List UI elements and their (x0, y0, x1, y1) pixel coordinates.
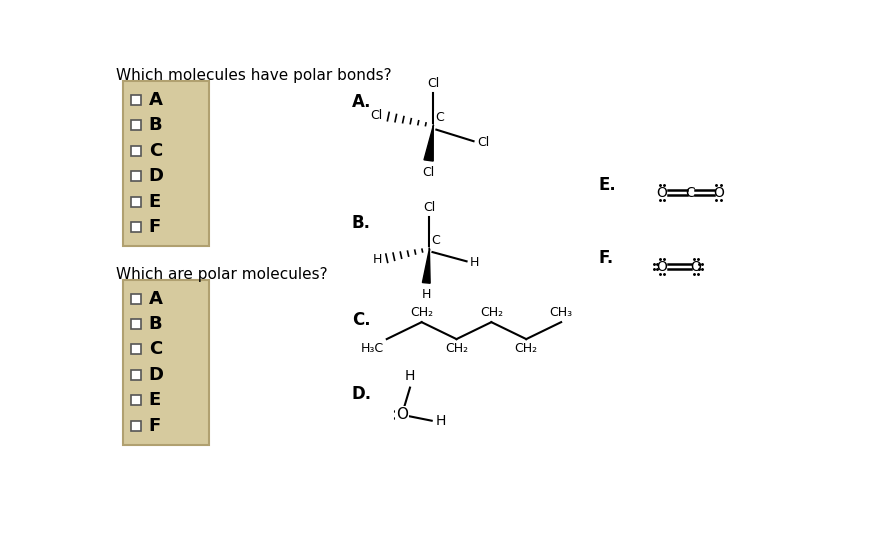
Text: D: D (149, 366, 163, 384)
Text: A.: A. (352, 93, 371, 111)
Text: CH₂: CH₂ (445, 342, 468, 355)
Text: Cl: Cl (370, 109, 382, 121)
Text: C: C (149, 340, 162, 358)
Bar (131, 370, 141, 380)
Bar (131, 395, 141, 406)
Bar (131, 171, 141, 181)
Text: CH₂: CH₂ (514, 342, 538, 355)
Text: CH₂: CH₂ (480, 306, 503, 319)
Text: Cl: Cl (427, 78, 439, 90)
Text: CH₂: CH₂ (410, 306, 433, 319)
Text: H₃C: H₃C (361, 342, 384, 355)
Text: H: H (421, 288, 431, 301)
Text: B: B (149, 315, 163, 333)
Text: D.: D. (352, 385, 372, 403)
Bar (131, 146, 141, 156)
Bar (131, 421, 141, 431)
Polygon shape (422, 249, 430, 283)
Text: Cl: Cl (422, 166, 435, 179)
Polygon shape (424, 126, 433, 161)
Text: E.: E. (598, 176, 616, 194)
Text: H: H (372, 253, 382, 266)
Bar (123, 81, 208, 246)
Text: O: O (396, 407, 408, 422)
Text: E: E (149, 391, 161, 409)
Text: C.: C. (352, 311, 371, 328)
Bar (131, 294, 141, 304)
Text: O: O (690, 259, 701, 274)
Text: F.: F. (598, 249, 613, 267)
Bar (131, 197, 141, 207)
Text: A: A (149, 91, 163, 109)
Text: CH₃: CH₃ (549, 306, 572, 319)
Text: A: A (149, 289, 163, 308)
Bar (131, 345, 141, 355)
Text: B: B (149, 117, 163, 134)
Bar (131, 319, 141, 329)
Text: H: H (436, 414, 446, 427)
Text: O: O (656, 186, 667, 200)
Text: Which are polar molecules?: Which are polar molecules? (115, 267, 327, 282)
Bar (131, 120, 141, 131)
Text: O: O (656, 259, 667, 274)
Text: H: H (405, 369, 415, 383)
Bar (123, 280, 208, 445)
Text: E: E (149, 193, 161, 211)
Bar (131, 95, 141, 105)
Text: C: C (686, 186, 696, 200)
Text: B.: B. (352, 215, 371, 232)
Text: F: F (149, 417, 161, 435)
Bar (131, 222, 141, 232)
Text: Cl: Cl (478, 136, 489, 149)
Text: O: O (713, 186, 724, 200)
Text: Which molecules have polar bonds?: Which molecules have polar bonds? (115, 68, 391, 83)
Text: C: C (435, 111, 444, 124)
Text: C: C (149, 142, 162, 160)
Text: C: C (431, 234, 439, 248)
Text: H: H (470, 256, 479, 269)
Text: Cl: Cl (423, 201, 436, 213)
Text: F: F (149, 218, 161, 236)
Text: D: D (149, 167, 163, 185)
